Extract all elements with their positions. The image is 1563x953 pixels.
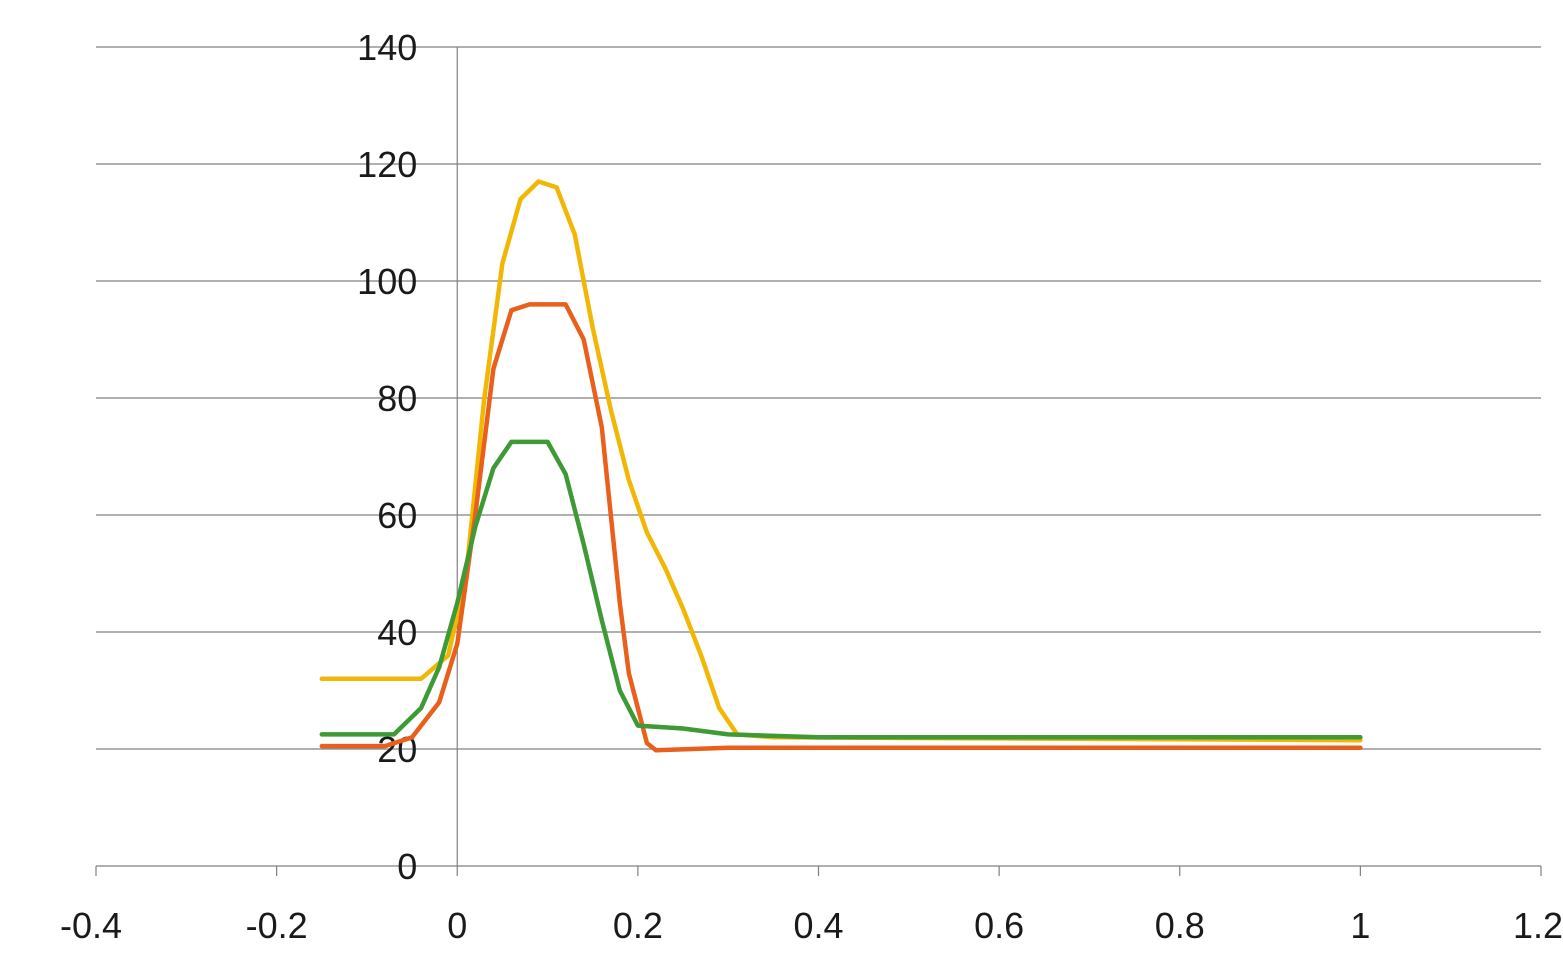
x-tick-label: 1 [1350,905,1370,946]
y-tick-label: 60 [377,495,417,536]
x-tick-label: 0 [447,905,467,946]
x-axis-tick-labels: -0.4 -0.2 0 0.2 0.4 0.6 0.8 1 1.2 [60,905,1563,946]
x-tick-label: -0.4 [60,905,122,946]
x-tick-label: 0.8 [1155,905,1205,946]
y-tick-label: 100 [357,261,417,302]
gridlines [96,46,1541,750]
series-lines [319,179,1363,753]
y-tick-label: 120 [357,144,417,185]
y-tick-label: 80 [377,378,417,419]
series-line-3 [319,439,1363,740]
series-line-2 [319,302,1363,753]
series-line-1 [319,179,1363,743]
axes [96,47,1541,867]
x-axis-ticks [95,866,1542,876]
x-tick-label: 0.4 [793,905,843,946]
x-tick-label: 0.6 [974,905,1024,946]
y-tick-label: 140 [357,27,417,68]
y-tick-label: 40 [377,612,417,653]
x-tick-label: 1.2 [1513,905,1563,946]
y-tick-label: 0 [397,846,417,887]
x-tick-label: 0.2 [613,905,663,946]
x-tick-label: -0.2 [246,905,308,946]
